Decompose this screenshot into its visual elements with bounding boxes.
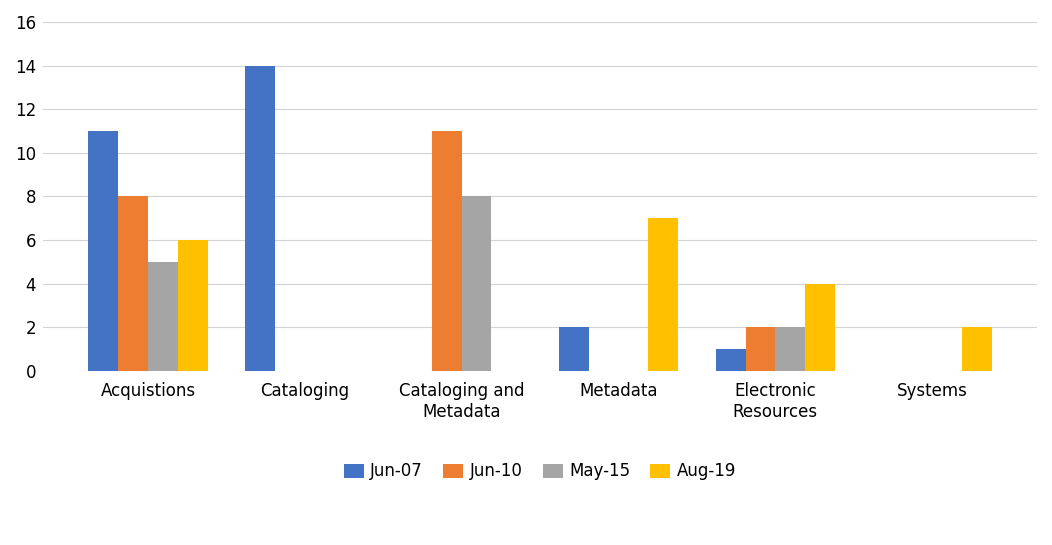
Bar (148, 262, 178, 371)
Bar (805, 283, 835, 371)
Bar (559, 327, 589, 371)
Legend: Jun-07, Jun-10, May-15, Aug-19: Jun-07, Jun-10, May-15, Aug-19 (337, 456, 743, 487)
Bar (462, 196, 491, 371)
Bar (775, 327, 805, 371)
Bar (88, 131, 118, 371)
Bar (746, 327, 775, 371)
Bar (178, 240, 207, 371)
Bar (962, 327, 992, 371)
Bar (715, 349, 746, 371)
Bar (245, 65, 275, 371)
Bar (118, 196, 148, 371)
Bar (432, 131, 462, 371)
Bar (648, 218, 679, 371)
